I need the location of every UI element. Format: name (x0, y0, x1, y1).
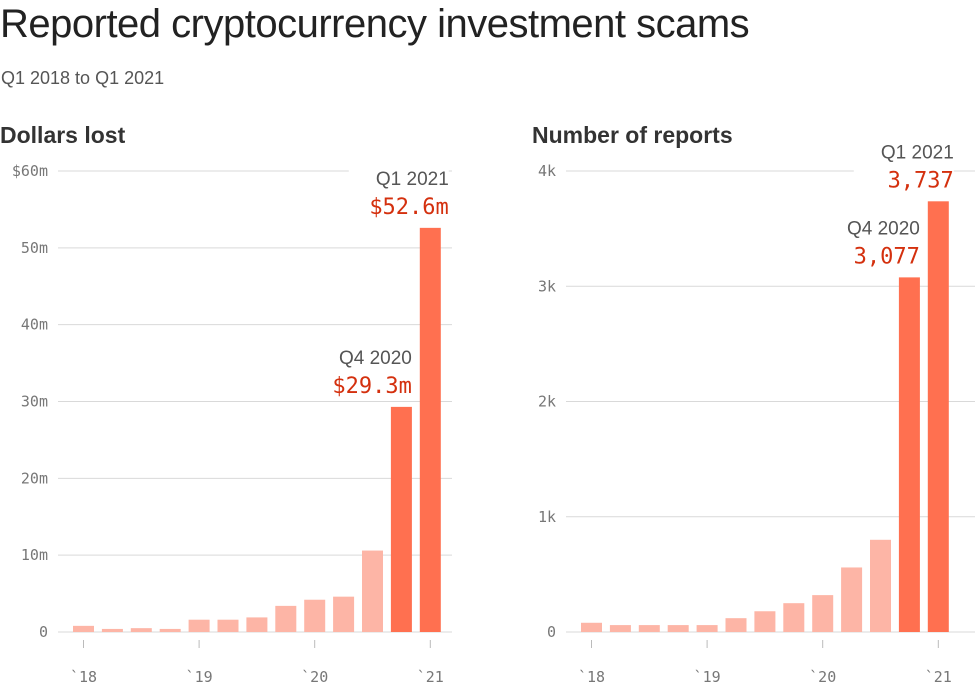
annotation-value: 3,737 (888, 168, 954, 193)
bar (841, 567, 863, 632)
bar (638, 625, 660, 632)
chart-panel-dollars-lost: 0 10m 20m 30m 40m 50m $60m `18 `19 `20 `21 Q4 2020 $… (12, 162, 452, 686)
bar (246, 617, 268, 632)
y-tick-label: 30m (21, 393, 48, 411)
y-tick-label: 2k (538, 393, 556, 411)
bar (333, 596, 355, 632)
x-tick-label: `21 (925, 668, 952, 686)
y-tick-label: 3k (538, 277, 556, 295)
annotation-value: $52.6m (369, 195, 448, 220)
bar (188, 619, 210, 632)
annotation-label: Q4 2020 (339, 348, 412, 369)
annotation-background (819, 212, 920, 272)
x-tick-label: `21 (417, 668, 444, 686)
annotation-label: Q4 2020 (847, 218, 920, 239)
bar (667, 625, 689, 632)
bar (304, 599, 326, 632)
right-panel-title: Number of reports (532, 122, 733, 148)
bar (581, 622, 602, 632)
chart-title: Reported cryptocurrency investment scams (0, 2, 750, 46)
x-tick-label: `19 (186, 668, 213, 686)
bar (390, 406, 412, 632)
bar (725, 618, 747, 632)
chart-subtitle: Q1 2018 to Q1 2021 (1, 68, 165, 88)
bar (696, 625, 718, 632)
y-tick-label: 50m (21, 239, 48, 257)
bar (101, 628, 123, 632)
annotation-background (853, 136, 954, 196)
x-tick-label: `19 (694, 668, 721, 686)
bar (130, 628, 152, 632)
annotation-background (348, 162, 449, 222)
y-tick-label: 10m (21, 546, 48, 564)
y-tick-label: 20m (21, 469, 48, 487)
x-tick-label: `18 (578, 668, 605, 686)
x-tick-label: `20 (301, 668, 328, 686)
left-panel-title: Dollars lost (0, 122, 126, 148)
y-tick-label: $60m (12, 162, 48, 180)
y-tick-label: 0 (39, 623, 48, 641)
x-tick-label: `20 (809, 668, 836, 686)
bar (609, 625, 631, 632)
bar (812, 595, 834, 632)
chart-panel-number-of-reports: 0 1k 2k 3k 4k `18 `19 `20 `21 Q4 2020 3,077 Q1 2021… (538, 136, 975, 686)
bar (362, 550, 383, 632)
bar (783, 603, 805, 632)
bar (927, 201, 949, 633)
y-tick-label: 40m (21, 316, 48, 334)
y-tick-label: 0 (547, 623, 556, 641)
x-tick-label: `18 (70, 668, 97, 686)
bar (419, 227, 441, 632)
bar (275, 605, 297, 632)
y-tick-label: 4k (538, 162, 556, 180)
annotation-label: Q1 2021 (376, 169, 449, 190)
bar (217, 619, 239, 632)
bar (898, 277, 920, 632)
annotation-value: 3,077 (854, 244, 920, 269)
bar (870, 539, 891, 632)
bar (159, 628, 181, 632)
bar (754, 611, 776, 632)
annotation-background (311, 341, 412, 401)
annotation-label: Q1 2021 (881, 142, 954, 163)
annotation-value: $29.3m (332, 374, 411, 399)
y-tick-label: 1k (538, 508, 556, 526)
bar (73, 625, 94, 632)
